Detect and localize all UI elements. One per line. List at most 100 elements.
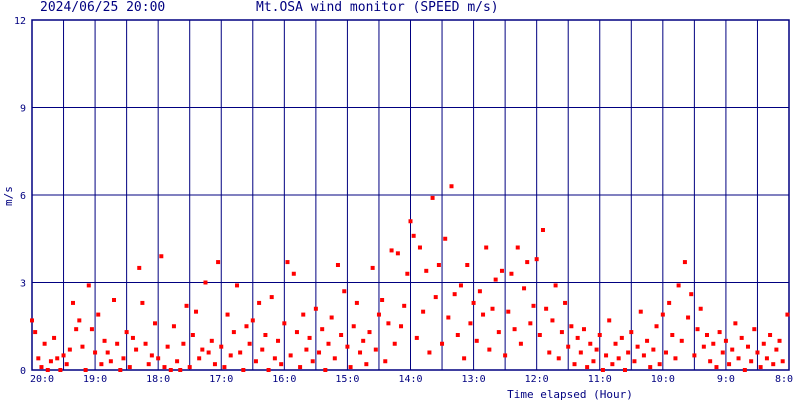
data-point [184, 303, 189, 308]
data-point [80, 344, 85, 349]
data-point [171, 324, 176, 329]
data-point [777, 338, 782, 343]
data-point [156, 356, 161, 361]
data-point [436, 263, 441, 267]
data-point [465, 263, 470, 267]
data-point [102, 338, 107, 343]
data-point [342, 289, 347, 294]
data-point [525, 260, 530, 265]
data-point [33, 330, 38, 335]
x-tick-label: 13:0 [462, 374, 486, 385]
data-point [547, 350, 552, 355]
data-point [45, 368, 50, 372]
x-tick-label: 10:0 [651, 374, 675, 385]
data-point [127, 365, 132, 370]
data-point [200, 347, 205, 352]
data-point [241, 368, 246, 372]
data-point [430, 195, 435, 200]
data-point [253, 359, 258, 364]
data-point [140, 300, 145, 305]
data-point [610, 362, 615, 367]
data-point [130, 335, 135, 340]
data-point [739, 335, 744, 340]
data-point [704, 333, 709, 337]
data-point [522, 286, 527, 291]
data-point [212, 362, 217, 367]
data-point [730, 347, 735, 352]
data-point [294, 330, 299, 335]
data-point [471, 300, 476, 305]
data-point [64, 362, 69, 367]
y-tick-label: 3 [20, 279, 26, 290]
data-point [178, 368, 183, 372]
data-point [260, 347, 265, 352]
data-point [285, 260, 290, 265]
data-point [427, 350, 432, 355]
data-point [484, 245, 489, 250]
data-point [332, 356, 337, 361]
data-point [279, 362, 284, 367]
data-point [317, 350, 322, 355]
data-point [190, 333, 195, 337]
data-point [36, 356, 41, 361]
x-tick-label: 14:0 [398, 374, 422, 385]
data-point [569, 324, 574, 329]
data-point [581, 327, 586, 332]
data-point [209, 338, 214, 343]
data-point [112, 298, 117, 302]
data-point [367, 330, 372, 335]
data-point [641, 353, 646, 358]
data-point [414, 335, 419, 340]
data-point [320, 327, 325, 332]
data-point [544, 306, 549, 311]
y-axis-label: m/s [2, 186, 15, 206]
data-point [301, 312, 306, 317]
data-point [345, 344, 350, 349]
data-point [143, 341, 148, 346]
data-point [263, 333, 268, 337]
data-point [433, 295, 438, 300]
y-tick-label: 9 [20, 104, 26, 115]
data-point [86, 283, 91, 288]
data-point [452, 292, 457, 297]
data-point [477, 289, 482, 294]
data-point [667, 300, 672, 305]
data-point [323, 368, 328, 372]
data-point [487, 347, 492, 352]
data-point [93, 350, 98, 355]
data-point [373, 347, 378, 352]
data-point [682, 260, 687, 265]
data-point [307, 335, 312, 340]
data-point [553, 283, 558, 288]
data-point [67, 347, 72, 352]
data-point [607, 318, 612, 323]
plot-frame [31, 19, 790, 371]
data-point [222, 365, 227, 370]
data-point [764, 356, 769, 361]
x-tick-label: 16:0 [272, 374, 296, 385]
data-point [206, 350, 211, 355]
data-point [181, 341, 186, 346]
data-point [742, 368, 747, 372]
data-point [663, 350, 668, 355]
data-point [780, 359, 785, 364]
data-point [225, 312, 230, 317]
data-point [118, 368, 123, 372]
data-point [326, 341, 331, 346]
data-point [638, 309, 643, 314]
data-point [288, 353, 293, 358]
data-point [550, 318, 555, 323]
data-point [89, 327, 94, 332]
x-axis-label: Time elapsed (Hour) [507, 388, 633, 400]
data-point [235, 283, 240, 288]
data-point [591, 359, 596, 364]
data-point [276, 338, 281, 343]
data-point [55, 356, 60, 361]
data-point [711, 341, 716, 346]
data-point [556, 356, 561, 361]
data-point [575, 335, 580, 340]
data-point [755, 350, 760, 355]
data-point [146, 362, 151, 367]
data-point [559, 330, 564, 335]
data-point [310, 359, 315, 364]
